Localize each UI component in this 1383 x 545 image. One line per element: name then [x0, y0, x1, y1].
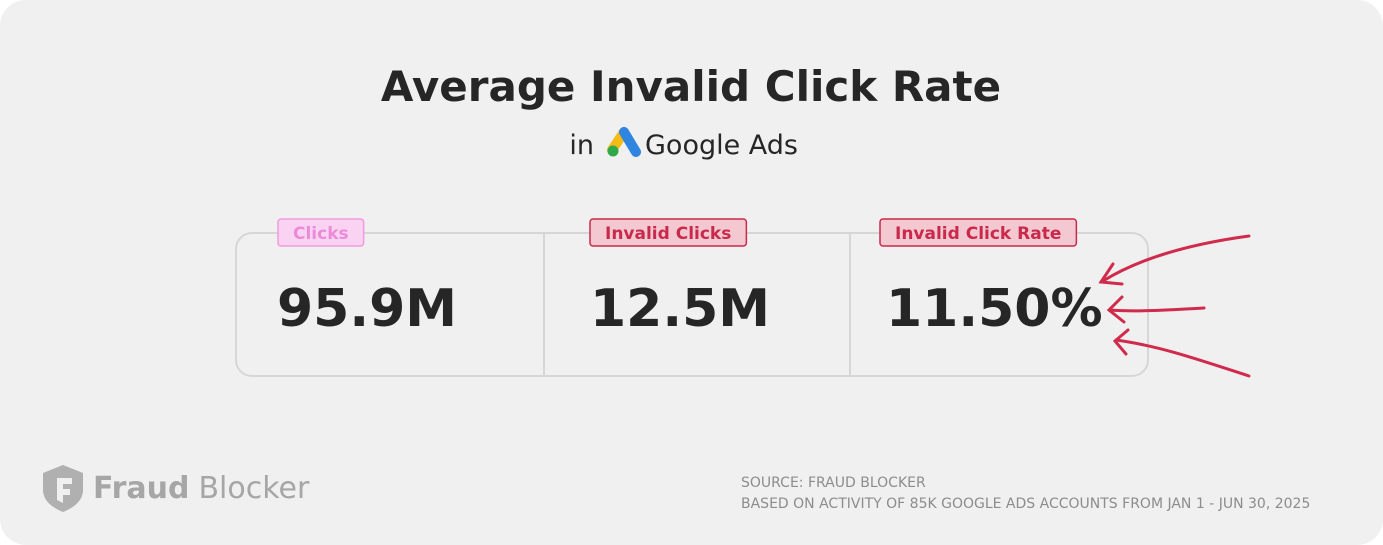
subtitle-prefix: in [569, 130, 594, 161]
stat-label-pill [277, 218, 365, 247]
stat-label-pill [879, 218, 1078, 247]
stat-value: 11.50% [886, 279, 1103, 339]
brand-regular: Blocker [198, 471, 310, 506]
platform-name: Google Ads [645, 130, 798, 161]
stat-value: 95.9M [277, 279, 457, 339]
brand-name: Fraud Blocker [93, 471, 310, 506]
stat-label: Invalid Click Rate [895, 224, 1061, 244]
brand-bold: Fraud [93, 471, 189, 506]
brand-logo [43, 465, 83, 512]
stat-label-pill [589, 218, 748, 247]
source: SOURCE: FRAUD BLOCKER [741, 475, 926, 491]
arrows [1098, 234, 1251, 378]
stat-label: Invalid Clicks [605, 224, 731, 244]
stat-label: Clicks [293, 224, 349, 244]
stat-value: 12.5M [590, 279, 770, 339]
google-ads-logo [607, 127, 641, 157]
title: Average Invalid Click Rate [381, 62, 1001, 111]
source-note: BASED ON ACTIVITY OF 85K GOOGLE ADS ACCO… [741, 496, 1310, 512]
